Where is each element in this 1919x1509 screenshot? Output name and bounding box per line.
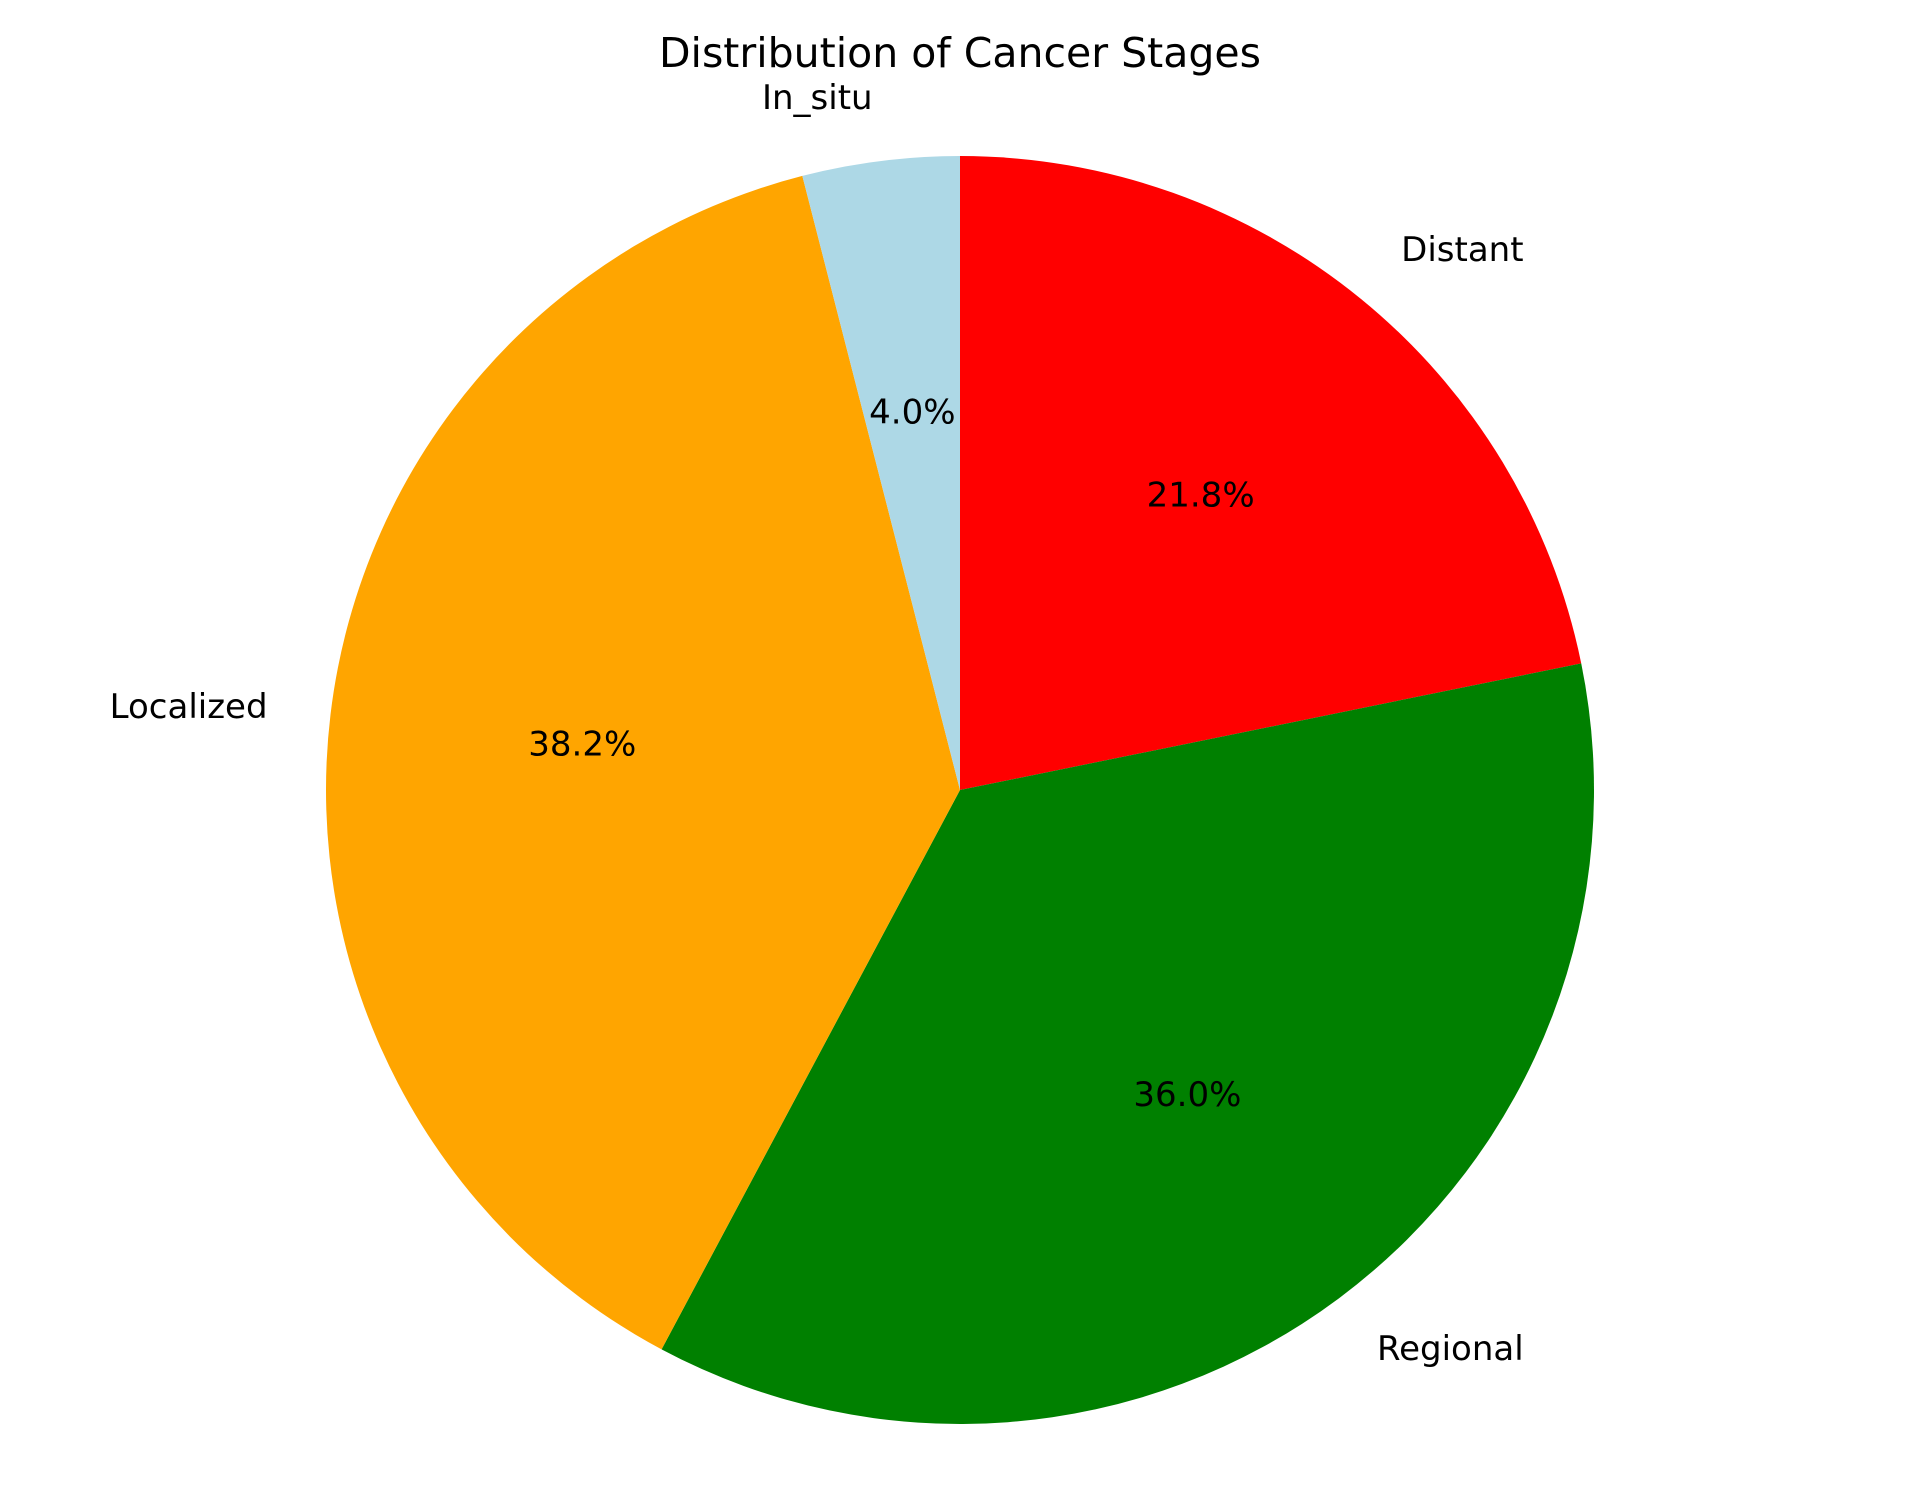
slice-percent-label: 38.2%	[528, 725, 636, 765]
slice-percent-label: 4.0%	[869, 393, 955, 433]
slice-percent-label: 36.0%	[1133, 1075, 1241, 1115]
slice-label: Distant	[1401, 230, 1523, 270]
pie-slice-localized	[326, 175, 960, 1350]
pie-slice-regional	[661, 663, 1595, 1425]
pie-slices	[326, 156, 1595, 1425]
pie-slice-in-situ	[802, 156, 960, 790]
pie-labels: Distant 21.8% Regional 36.0% Localized 38.2% I…	[110, 78, 1524, 1369]
slice-label: In_situ	[762, 78, 873, 118]
pie-slice-distant	[960, 156, 1582, 790]
slice-label: Regional	[1377, 1329, 1524, 1369]
slice-percent-label: 21.8%	[1147, 475, 1255, 515]
slice-label: Localized	[110, 687, 268, 727]
chart-title: Distribution of Cancer Stages	[659, 29, 1261, 77]
